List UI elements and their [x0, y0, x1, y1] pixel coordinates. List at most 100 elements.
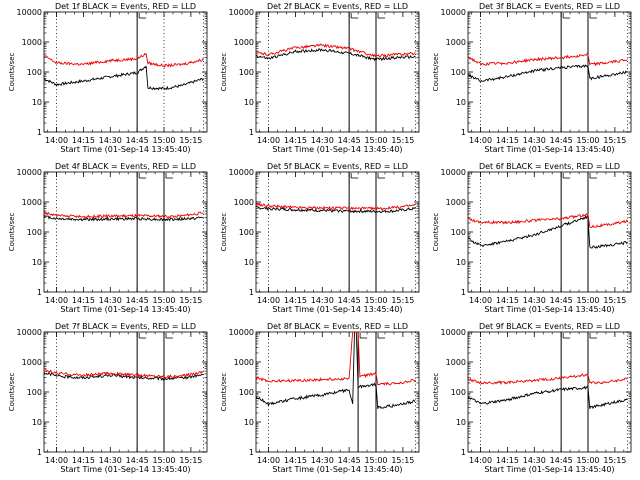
y-axis-label: Counts/sec	[8, 373, 16, 412]
series-lld-line	[44, 211, 204, 220]
y-axis-label: Counts/sec	[220, 53, 228, 92]
x-tick-label: 14:30	[523, 296, 546, 305]
y-tick-label: 1000	[234, 198, 254, 207]
y-tick-label: 1000	[234, 358, 254, 367]
x-tick-label: 14:15	[284, 136, 307, 145]
series-lld-line	[44, 52, 204, 69]
x-tick-label: 14:00	[257, 296, 280, 305]
x-tick-label: 14:15	[72, 456, 95, 465]
panel-title: Det 9f BLACK = Events, RED = LLD	[479, 322, 620, 331]
y-tick-label: 100	[451, 228, 466, 237]
y-axis-label: Counts/sec	[432, 53, 440, 92]
y-tick-label: 10	[456, 258, 466, 267]
y-tick-label: 10000	[229, 328, 254, 337]
panel-det-7f: 1 10 100 1000 10000 14:00 14:15 14:30 14:45 15:00…	[8, 322, 208, 474]
panel-title: Det 1f BLACK = Events, RED = LLD	[55, 2, 196, 11]
series-events-line	[44, 371, 204, 381]
y-tick-label: 10000	[17, 168, 42, 177]
x-axis-label: Start Time (01-Sep-14 13:45:40)	[60, 305, 190, 314]
y-tick-label: 1	[37, 448, 42, 457]
x-tick-label: 15:15	[603, 296, 626, 305]
x-tick-label: 14:45	[126, 136, 149, 145]
x-tick-label: 14:15	[72, 296, 95, 305]
panel-det-9f: 1 10 100 1000 10000 14:00 14:15 14:30 14:45 15:00…	[432, 322, 632, 474]
y-tick-label: 1	[249, 128, 254, 137]
y-tick-label: 10	[32, 418, 42, 427]
plot-frame	[467, 171, 632, 293]
x-axis-label: Start Time (01-Sep-14 13:45:40)	[60, 145, 190, 154]
x-tick-label: 14:00	[45, 456, 68, 465]
x-axis-label: Start Time (01-Sep-14 13:45:40)	[60, 465, 190, 474]
x-tick-label: 15:00	[576, 296, 599, 305]
x-tick-label: 15:15	[603, 456, 626, 465]
y-tick-label: 10	[244, 98, 254, 107]
y-tick-label: 100	[451, 388, 466, 397]
y-tick-label: 10	[244, 258, 254, 267]
plot-frame	[255, 11, 420, 133]
y-tick-label: 100	[451, 68, 466, 77]
y-tick-label: 100	[239, 388, 254, 397]
series-events-line	[44, 65, 204, 91]
y-axis-label: Counts/sec	[8, 53, 16, 92]
x-tick-label: 14:30	[311, 136, 334, 145]
y-tick-label: 10	[244, 418, 254, 427]
x-tick-label: 15:15	[179, 136, 202, 145]
x-tick-label: 14:00	[45, 136, 68, 145]
x-tick-label: 15:00	[152, 136, 175, 145]
panel-det-6f: 1 10 100 1000 10000 14:00 14:15 14:30 14:45 15:00…	[432, 162, 632, 314]
panel-title: Det 4f BLACK = Events, RED = LLD	[55, 162, 196, 171]
x-tick-label: 14:45	[550, 136, 573, 145]
y-tick-label: 10000	[229, 168, 254, 177]
y-tick-label: 1000	[446, 198, 466, 207]
series-events-line	[468, 385, 628, 410]
series-lld-line	[256, 202, 416, 212]
x-tick-label: 14:15	[496, 296, 519, 305]
x-tick-label: 14:15	[72, 136, 95, 145]
y-tick-label: 1000	[22, 198, 42, 207]
x-tick-label: 15:15	[179, 296, 202, 305]
panel-det-2f: 1 10 100 1000 10000 14:00 14:15 14:30 14:45 15:00…	[220, 2, 420, 154]
x-tick-label: 14:30	[99, 136, 122, 145]
plot-frame	[467, 11, 632, 133]
y-tick-label: 1	[461, 448, 466, 457]
y-tick-label: 10	[456, 418, 466, 427]
y-tick-label: 100	[239, 228, 254, 237]
y-tick-label: 10000	[229, 8, 254, 17]
series-lld-line	[256, 43, 416, 59]
y-tick-label: 1	[461, 288, 466, 297]
x-tick-label: 14:15	[284, 296, 307, 305]
y-tick-label: 1000	[22, 358, 42, 367]
x-tick-label: 14:45	[126, 296, 149, 305]
x-tick-label: 14:45	[550, 296, 573, 305]
x-tick-label: 15:15	[179, 456, 202, 465]
x-tick-label: 15:00	[364, 136, 387, 145]
panel-title: Det 8f BLACK = Events, RED = LLD	[267, 322, 408, 331]
x-axis-label: Start Time (01-Sep-14 13:45:40)	[484, 305, 614, 314]
y-tick-label: 10000	[441, 168, 466, 177]
x-tick-label: 14:00	[469, 136, 492, 145]
x-tick-label: 14:45	[338, 136, 361, 145]
x-tick-label: 15:15	[391, 136, 414, 145]
x-tick-label: 14:45	[126, 456, 149, 465]
y-tick-label: 1	[37, 128, 42, 137]
x-tick-label: 14:30	[523, 456, 546, 465]
x-tick-label: 14:00	[257, 456, 280, 465]
panel-det-3f: 1 10 100 1000 10000 14:00 14:15 14:30 14:45 15:00…	[432, 2, 632, 154]
x-tick-label: 15:15	[391, 296, 414, 305]
x-axis-label: Start Time (01-Sep-14 13:45:40)	[272, 305, 402, 314]
x-tick-label: 14:00	[469, 456, 492, 465]
y-tick-label: 1	[37, 288, 42, 297]
series-lld-line	[468, 52, 628, 67]
x-tick-label: 14:30	[311, 456, 334, 465]
x-tick-label: 15:00	[152, 456, 175, 465]
series-lld-line	[256, 332, 416, 386]
plot-frame	[43, 11, 208, 133]
x-tick-label: 14:15	[284, 456, 307, 465]
x-tick-label: 14:30	[523, 136, 546, 145]
y-axis-label: Counts/sec	[432, 373, 440, 412]
x-tick-label: 14:00	[257, 136, 280, 145]
series-lld-line	[468, 373, 628, 386]
plot-frame	[43, 331, 208, 453]
x-tick-label: 15:15	[391, 456, 414, 465]
